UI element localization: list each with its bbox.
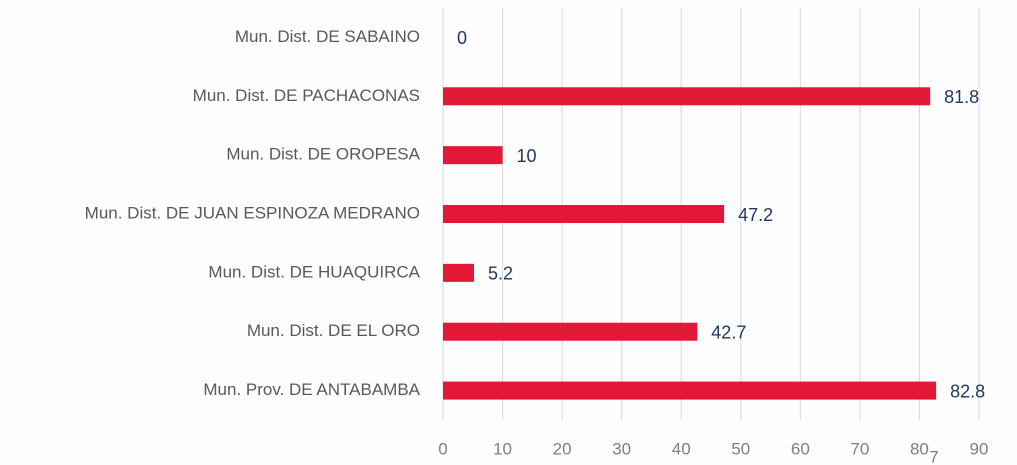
x-tick-label: 30 — [612, 439, 631, 458]
bar — [443, 205, 725, 223]
data-label: 0 — [457, 28, 467, 48]
y-tick-label: Mun. Dist. DE PACHACONAS — [193, 86, 420, 105]
bar — [443, 381, 937, 400]
y-tick-label: Mun. Dist. DE HUAQUIRCA — [208, 262, 420, 281]
x-tick-label: 50 — [731, 439, 750, 458]
data-label: 82.8 — [950, 381, 985, 401]
data-label: 5.2 — [488, 264, 513, 284]
x-tick-label: 90 — [970, 439, 989, 458]
x-tick-label: 80 — [910, 439, 929, 458]
x-tick-label: 0 — [438, 439, 447, 458]
bar — [443, 87, 931, 106]
bar — [443, 322, 698, 341]
x-tick-label: 40 — [672, 439, 691, 458]
x-tick-label: 20 — [553, 439, 572, 458]
y-tick-label: Mun. Dist. DE OROPESA — [226, 145, 420, 164]
x-tick-label: 60 — [791, 439, 810, 458]
y-tick-label: Mun. Dist. DE SABAINO — [235, 27, 420, 46]
y-tick-label: Mun. Dist. DE JUAN ESPINOZA MEDRANO — [85, 203, 420, 222]
y-tick-label: Mun. Dist. DE EL ORO — [247, 321, 420, 340]
data-label: 42.7 — [711, 322, 746, 342]
data-label: 47.2 — [738, 205, 773, 225]
x-tick-label: 70 — [850, 439, 869, 458]
y-tick-label: Mun. Prov. DE ANTABAMBA — [203, 380, 420, 399]
bar — [443, 263, 474, 282]
data-label: 81.8 — [944, 87, 979, 107]
page-number: 7 — [929, 447, 938, 465]
x-tick-label: 10 — [493, 439, 512, 458]
bar — [443, 146, 503, 165]
data-label: 10 — [517, 146, 537, 166]
